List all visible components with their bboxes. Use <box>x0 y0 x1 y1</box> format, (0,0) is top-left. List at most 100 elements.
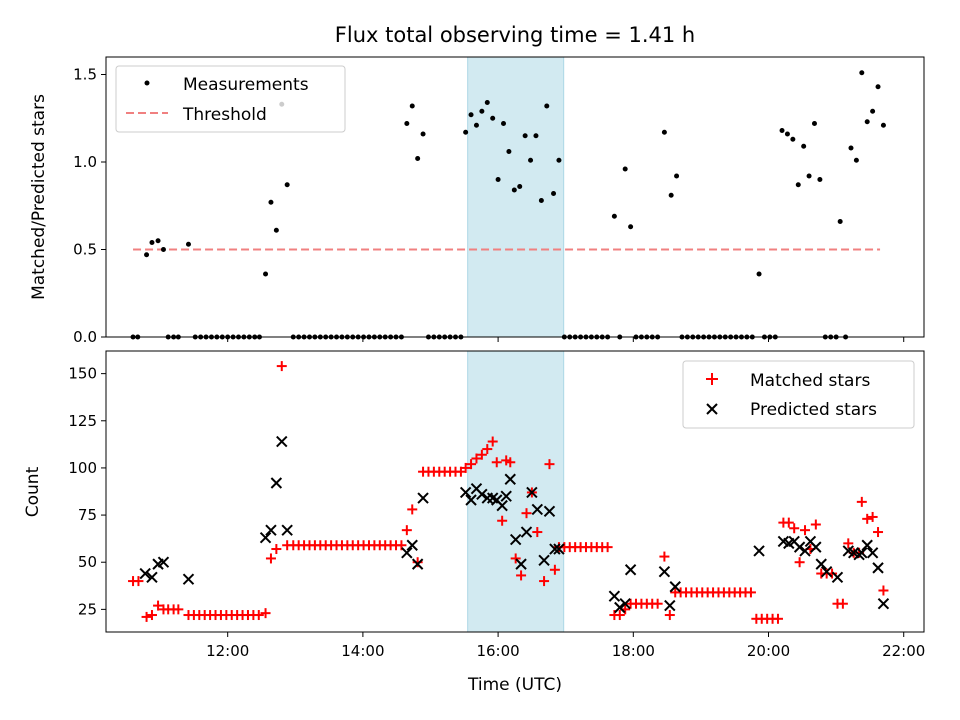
measurement-point <box>756 271 762 277</box>
predicted-star-point <box>270 477 283 489</box>
predicted-star-stroke <box>624 564 637 576</box>
measurement-point <box>490 115 496 121</box>
matched-star-point <box>487 436 498 447</box>
top-ytick-label: 1.5 <box>73 66 97 84</box>
predicted-star-stroke <box>270 477 283 489</box>
xtick-label: 16:00 <box>476 642 519 660</box>
top-legend: Measurements Threshold <box>115 65 346 133</box>
predicted-star-stroke <box>866 547 879 559</box>
bottom-axes-frame <box>105 350 925 633</box>
xtick-label: 20:00 <box>747 642 790 660</box>
matched-star-point <box>141 611 152 622</box>
measurement-point <box>853 157 859 163</box>
predicted-star-point <box>496 499 508 512</box>
predicted-star-point <box>810 541 822 553</box>
measurement-point <box>556 157 562 163</box>
bottom-ylabel: Count <box>23 466 43 517</box>
matched-star-point <box>867 511 878 522</box>
predicted-star-point <box>281 524 293 536</box>
measurement-point <box>837 219 843 224</box>
matched-star-point <box>521 508 532 519</box>
legend-measurement-marker <box>144 80 150 86</box>
matched-star-point <box>789 523 800 534</box>
predicted-star-point <box>799 545 811 557</box>
matched-star-point <box>265 553 276 564</box>
predicted-star-stroke <box>259 531 272 544</box>
top-panel: 0.0 0.5 1.0 1.5 Matched/Predicted stars Mea… <box>29 56 925 346</box>
predicted-star-stroke <box>520 526 533 538</box>
matched-star-point <box>173 604 184 615</box>
matched-star-point <box>652 598 663 609</box>
predicted-star-stroke <box>411 558 424 570</box>
predicted-star-point <box>619 598 631 610</box>
matched-star-point <box>659 551 670 562</box>
predicted-star-point <box>658 565 671 578</box>
predicted-star-stroke <box>491 494 503 506</box>
predicted-star-stroke <box>799 545 811 557</box>
matched-star-point <box>260 608 271 619</box>
predicted-star-stroke <box>608 590 621 602</box>
predicted-star-point <box>877 598 890 610</box>
measurement-point <box>544 103 550 109</box>
measurement-point <box>511 187 517 193</box>
predicted-star-point <box>815 558 827 570</box>
counts-layer <box>128 361 890 624</box>
matched-star-point <box>772 613 783 624</box>
predicted-star-point <box>820 565 833 578</box>
predicted-star-point <box>526 486 538 499</box>
predicted-star-point <box>793 541 806 553</box>
predicted-star-stroke <box>406 539 418 551</box>
bottom-ytick-label: 25 <box>78 600 97 618</box>
predicted-star-stroke <box>815 558 827 570</box>
predicted-star-stroke <box>664 599 676 612</box>
bottom-highlight-span <box>467 350 565 633</box>
xtick-label: 18:00 <box>612 642 655 660</box>
measurement-point <box>463 129 469 135</box>
predicted-star-point <box>417 492 429 504</box>
predicted-star-stroke <box>777 535 790 548</box>
predicted-star-point <box>139 567 151 580</box>
measurement-point <box>404 121 410 126</box>
predicted-star-stroke <box>476 488 488 501</box>
measurement-point <box>284 182 290 188</box>
measurement-point <box>268 199 274 205</box>
predicted-star-point <box>182 573 195 585</box>
predicted-star-stroke <box>856 547 868 559</box>
measurement-point <box>522 133 528 139</box>
predicted-star-stroke <box>820 565 833 578</box>
predicted-star-stroke <box>470 482 483 495</box>
predicted-star-stroke <box>658 565 671 578</box>
predicted-star-stroke <box>401 547 413 559</box>
predicted-star-point <box>520 526 533 538</box>
measurement-point <box>484 100 490 105</box>
predicted-star-point <box>624 564 637 576</box>
measurement-point <box>817 177 823 182</box>
measurement-point <box>468 112 474 118</box>
measurement-point <box>880 122 886 128</box>
matched-star-point <box>133 576 144 587</box>
predicted-star-stroke <box>496 499 508 512</box>
predicted-star-stroke <box>619 598 631 610</box>
measurement-point <box>661 129 667 135</box>
predicted-star-stroke <box>531 503 544 516</box>
predicted-star-stroke <box>804 535 817 548</box>
measurement-point <box>811 121 817 126</box>
measurement-point <box>859 70 865 76</box>
xtick-label: 12:00 <box>206 642 249 660</box>
measurement-point <box>674 173 680 179</box>
predicted-star-point <box>411 558 424 570</box>
predicted-star-stroke <box>614 601 626 614</box>
predicted-star-point <box>406 539 418 551</box>
top-ytick-label: 1.0 <box>73 153 97 171</box>
matched-star-point <box>412 557 423 568</box>
measurement-point <box>144 252 150 258</box>
measurement-point <box>149 240 155 245</box>
bottom-panel: 12:00 14:00 16:00 18:00 20:00 22:00 25 50 75 100 1… <box>23 350 925 695</box>
matched-star-point <box>539 576 550 587</box>
predicted-star-stroke <box>157 556 170 568</box>
top-highlight-span-layer <box>467 56 565 338</box>
predicted-star-point <box>476 488 488 501</box>
predicted-star-stroke <box>831 571 844 584</box>
predicted-star-point <box>753 545 765 557</box>
